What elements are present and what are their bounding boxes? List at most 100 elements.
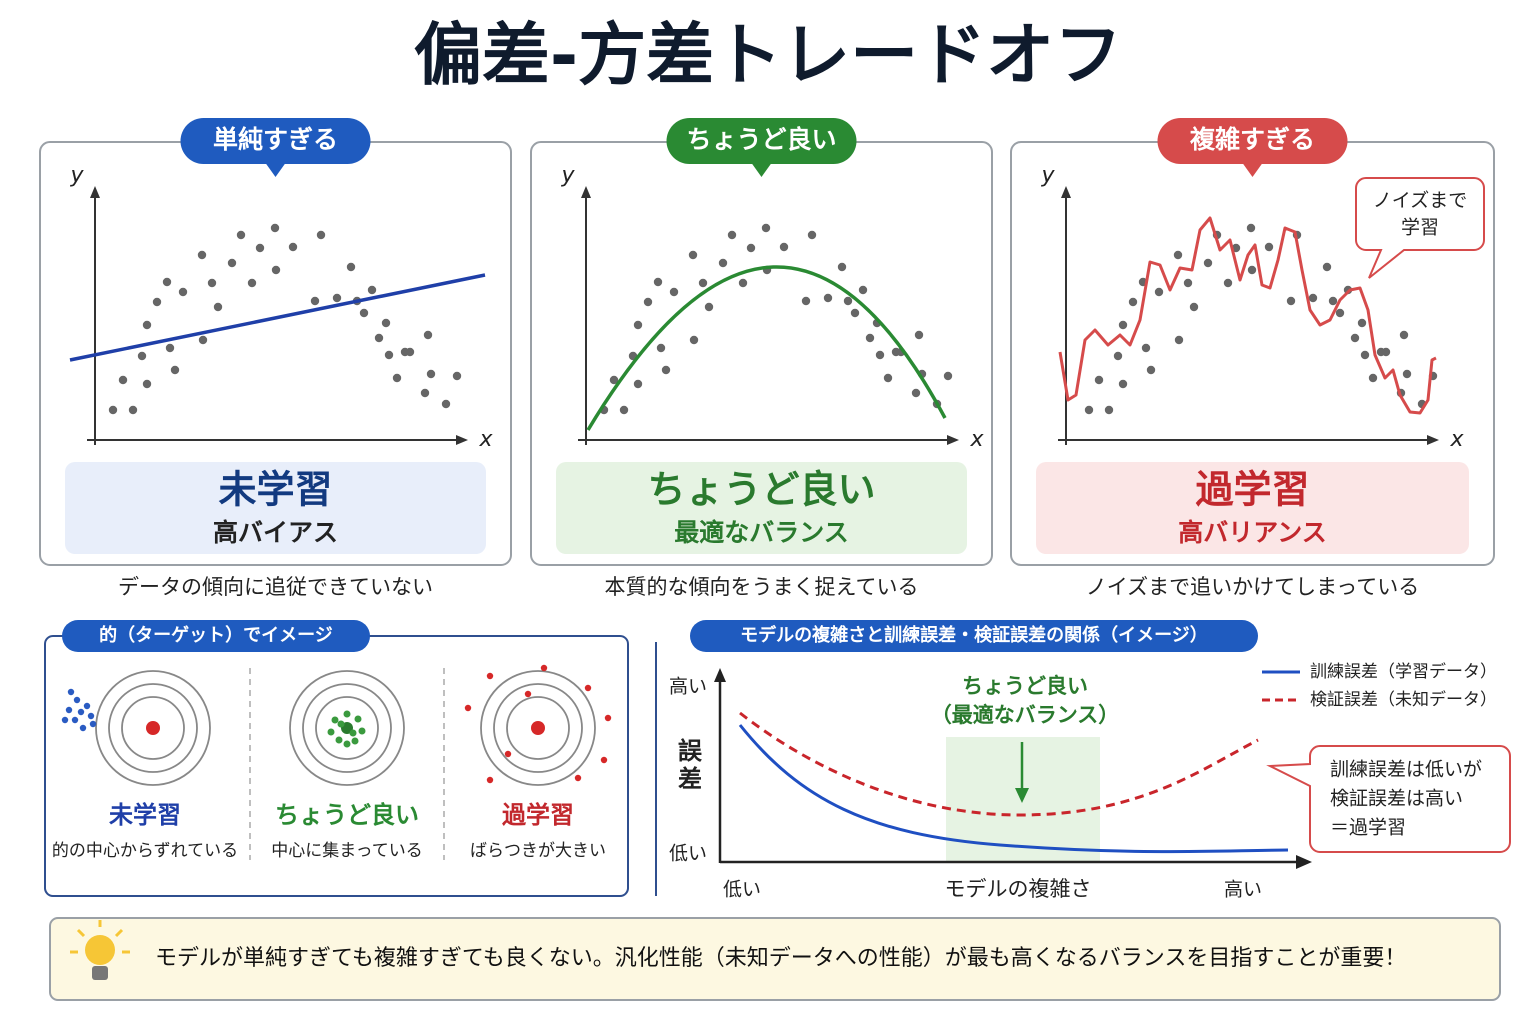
sample-point <box>669 287 679 297</box>
sample-point <box>1247 265 1257 275</box>
tag-pointer <box>1242 163 1263 177</box>
panel-label: ちょうど良い <box>647 468 875 512</box>
panel-sublabel: 最適なバランス <box>674 518 849 547</box>
sample-point <box>633 379 643 389</box>
sample-point <box>1094 375 1104 385</box>
sample-point <box>165 343 175 353</box>
sample-point <box>288 242 298 252</box>
shot <box>504 750 512 758</box>
sample-point <box>137 351 147 361</box>
sample-point <box>1128 297 1138 307</box>
sample-point <box>609 375 619 385</box>
shot <box>524 690 532 698</box>
panel-sublabel: 高バイアス <box>213 518 338 547</box>
callout-text: ＝過学習 <box>1330 817 1406 839</box>
overfit-curve <box>1058 216 1437 415</box>
sample-point <box>807 230 817 240</box>
linear-fit <box>69 273 486 362</box>
sample-point <box>1335 308 1345 318</box>
sample-point <box>688 250 698 260</box>
sample-point <box>359 308 369 318</box>
shot <box>327 728 335 736</box>
sample-point <box>1118 320 1128 330</box>
shot <box>486 776 494 784</box>
optimal-arrowhead <box>1015 788 1029 803</box>
sample-point <box>704 302 714 312</box>
sample-point <box>689 335 699 345</box>
legend-entry: 訓練誤差（学習データ） <box>1310 661 1497 682</box>
sample-point <box>698 278 708 288</box>
shot <box>354 715 362 723</box>
shot <box>351 737 359 745</box>
sample-point <box>865 333 875 343</box>
callout-text: 訓練誤差は低いが <box>1330 759 1482 781</box>
callout-box <box>1355 177 1485 279</box>
shot <box>67 688 75 696</box>
sample-point <box>213 302 223 312</box>
sample-point <box>452 371 462 381</box>
sample-point <box>198 335 208 345</box>
sample-point <box>1357 318 1367 328</box>
sample-point <box>170 365 180 375</box>
shot <box>331 716 339 724</box>
target-caption: 的の中心からずれている <box>52 841 238 861</box>
sample-point <box>332 293 342 303</box>
target-ring <box>95 670 211 786</box>
sample-point <box>1368 373 1378 383</box>
target-ring <box>480 670 596 786</box>
target-caption: 中心に集まっている <box>271 841 422 861</box>
sample-point <box>943 371 953 381</box>
target-title: 的（ターゲット）でイメージ <box>99 624 333 646</box>
sample-point <box>656 343 666 353</box>
shot <box>79 724 87 732</box>
sample-point <box>142 379 152 389</box>
sample-point <box>858 285 868 295</box>
target-ring <box>493 683 583 773</box>
optimal-label: （最適なバランス） <box>931 703 1120 727</box>
sample-point <box>746 243 756 253</box>
tag-pointer <box>751 163 772 177</box>
sample-point <box>108 405 118 415</box>
sample-point <box>392 373 402 383</box>
target-ring <box>315 696 379 760</box>
target-center <box>146 721 160 735</box>
shot <box>604 714 612 722</box>
x-arrow <box>1296 855 1312 869</box>
sample-point <box>128 405 138 415</box>
callout-text: 検証誤差は高い <box>1330 788 1463 810</box>
y-arrow <box>1061 186 1071 198</box>
sample-point <box>633 320 643 330</box>
footer-box <box>49 917 1501 1001</box>
shot <box>77 708 85 716</box>
sample-point <box>653 277 663 287</box>
y-label: 誤 <box>678 737 703 765</box>
y-axis-label: y <box>1040 163 1055 188</box>
shot <box>87 712 95 720</box>
x-axis-label: x <box>969 427 984 452</box>
shot <box>335 736 343 744</box>
panel-caption: データの傾向に追従できていない <box>118 575 433 599</box>
panel-caption: ノイズまで追いかけてしまっている <box>1086 575 1419 599</box>
training-error <box>738 724 1289 854</box>
sample-point <box>1402 369 1412 379</box>
shot <box>600 756 608 764</box>
shot <box>343 740 351 748</box>
target-ring <box>289 670 405 786</box>
sample-point <box>911 388 921 398</box>
shot <box>349 729 357 737</box>
footer-text: モデルが単純すぎても複雑すぎても良くない。汎化性能（未知データへの性能）が最も高… <box>155 946 1406 971</box>
y-axis-label: y <box>69 163 84 188</box>
sample-point <box>381 318 391 328</box>
y-high: 高い <box>669 676 707 698</box>
target-label: ちょうど良い <box>275 801 419 829</box>
sample-point <box>1308 293 1318 303</box>
panel-tag <box>1157 118 1348 164</box>
sample-point <box>384 350 394 360</box>
bulb-base <box>92 966 108 980</box>
target-label: 未学習 <box>109 801 181 829</box>
x-arrow <box>947 435 959 445</box>
sample-point <box>1141 343 1151 353</box>
sample-point <box>727 230 737 240</box>
sample-point <box>1264 242 1274 252</box>
